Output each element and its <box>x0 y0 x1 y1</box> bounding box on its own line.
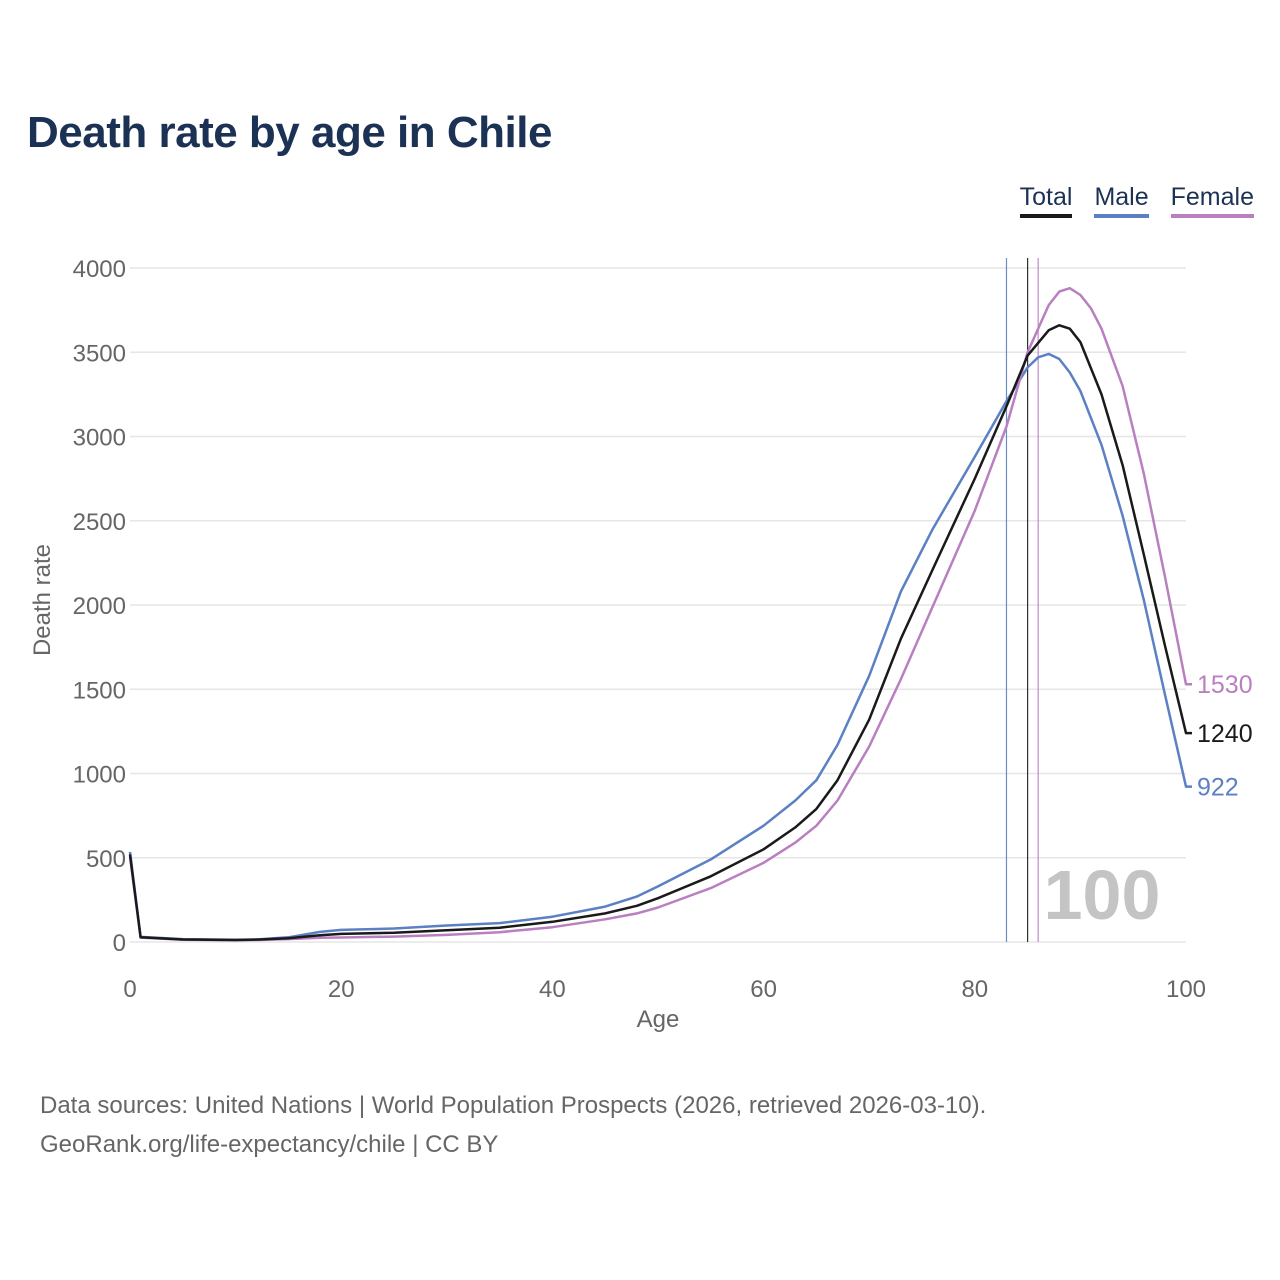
series-line-male <box>128 352 1192 942</box>
y-tick-label: 1500 <box>73 677 126 704</box>
legend: Total Male Female <box>1019 182 1254 218</box>
footer: Data sources: United Nations | World Pop… <box>40 1086 986 1164</box>
end-label-total: 1240 <box>1197 720 1253 748</box>
x-tick-label: 80 <box>961 976 988 1003</box>
legend-item-female[interactable]: Female <box>1170 182 1254 218</box>
x-tick-label: 40 <box>539 976 566 1003</box>
end-label-male: 922 <box>1197 774 1239 802</box>
chart-title: Death rate by age in Chile <box>27 108 552 157</box>
x-tick-label: 100 <box>1166 976 1206 1003</box>
x-axis-label: Age <box>637 1006 680 1033</box>
x-tick-label: 20 <box>328 976 355 1003</box>
series-line-total <box>128 324 1192 942</box>
footer-link: GeoRank.org/life-expectancy/chile | CC B… <box>40 1131 499 1158</box>
series-line-female <box>128 286 1192 942</box>
y-axis-ticks: 0 500 1000 1500 2000 2500 3000 3500 4000 <box>73 256 126 957</box>
life-expectancy-lines <box>1005 258 1039 942</box>
y-tick-label: 4000 <box>73 256 126 283</box>
series-end-labels: 922 1530 1240 <box>1197 671 1253 801</box>
y-tick-label: 1000 <box>73 762 126 789</box>
x-tick-label: 0 <box>123 976 136 1003</box>
y-tick-label: 3500 <box>73 340 126 367</box>
highlight-age-label: 100 <box>1044 856 1161 934</box>
gridlines <box>130 267 1186 943</box>
legend-item-total[interactable]: Total <box>1019 182 1073 218</box>
y-tick-label: 3000 <box>73 425 126 452</box>
series-lines <box>128 286 1192 942</box>
y-axis-label: Death rate <box>29 544 56 656</box>
footer-sources: Data sources: United Nations | World Pop… <box>40 1092 987 1119</box>
y-tick-label: 500 <box>86 846 126 873</box>
x-tick-label: 60 <box>750 976 777 1003</box>
x-axis-ticks: 0 20 40 60 80 100 <box>123 976 1206 1003</box>
y-tick-label: 2500 <box>73 509 126 536</box>
legend-item-male[interactable]: Male <box>1094 182 1149 218</box>
y-tick-label: 0 <box>113 930 126 957</box>
y-tick-label: 2000 <box>73 593 126 620</box>
end-label-female: 1530 <box>1197 671 1253 699</box>
